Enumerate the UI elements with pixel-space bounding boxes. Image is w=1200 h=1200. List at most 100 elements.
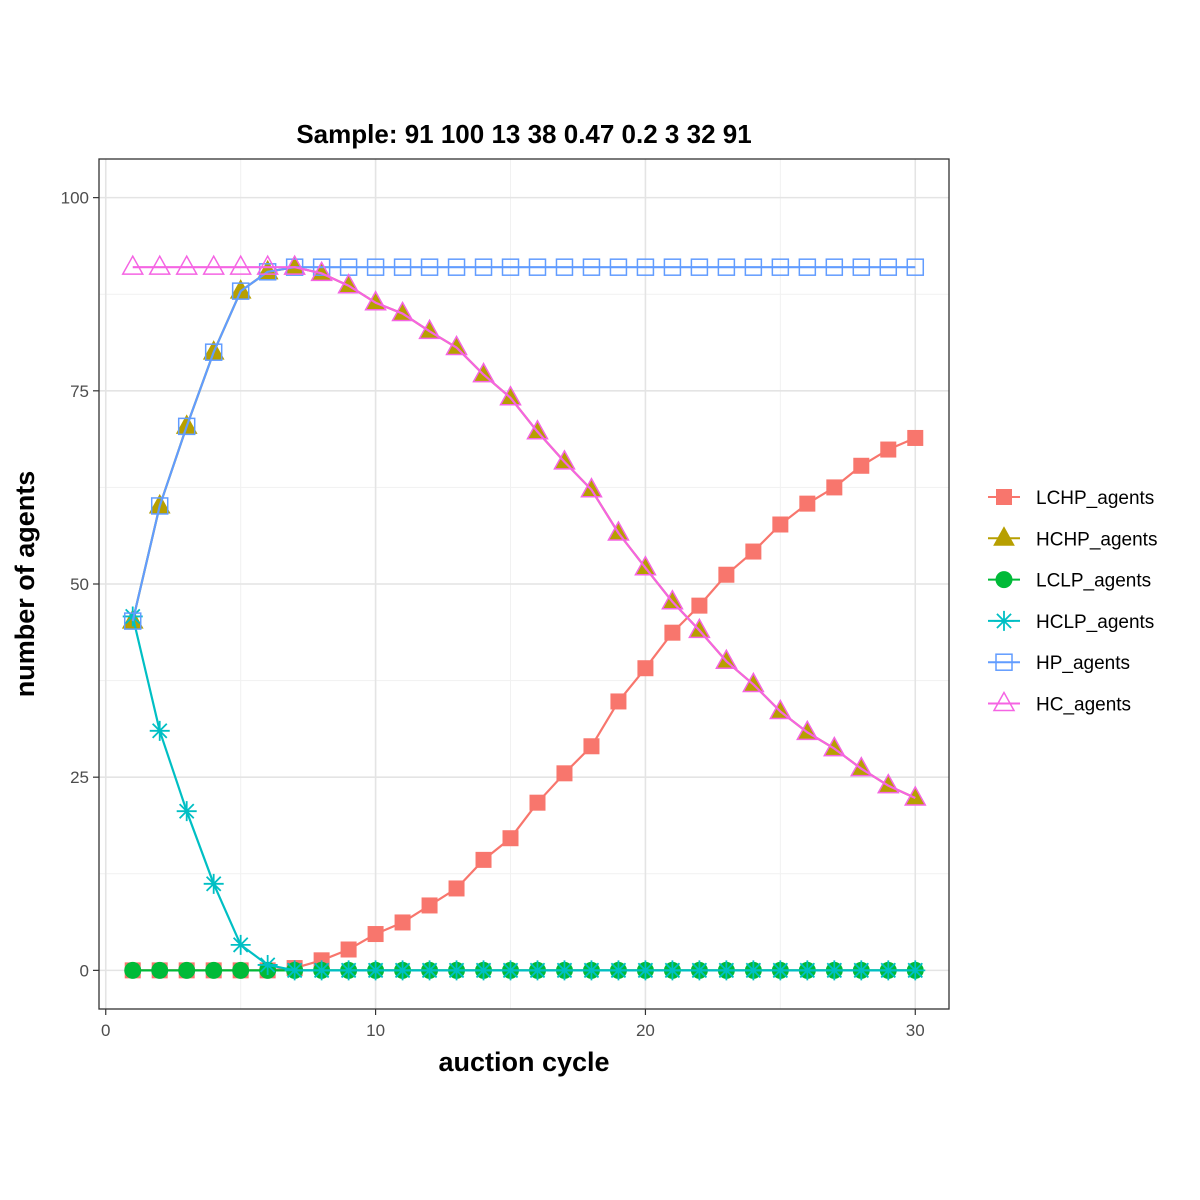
data-point-lchp-agents	[637, 660, 654, 677]
legend-key-marker	[992, 690, 1016, 712]
data-point-hc-agents	[634, 555, 657, 576]
data-point-hc-agents	[661, 589, 684, 610]
data-point-hclp-agents	[473, 960, 494, 981]
data-point-hc-agents	[553, 449, 576, 470]
data-point-hp-agents	[123, 612, 142, 630]
data-point-hp-agents	[879, 258, 898, 276]
x-tick-label: 0	[101, 1021, 110, 1040]
data-point-hc-agents	[256, 254, 279, 275]
data-point-hclp-agents	[419, 960, 440, 981]
data-point-hclp-agents	[527, 960, 548, 981]
data-point-hp-agents	[825, 258, 844, 276]
data-point-hp-agents	[771, 258, 790, 276]
data-point-hp-agents	[231, 282, 250, 300]
x-axis-title: auction cycle	[438, 1047, 609, 1077]
data-point-hp-agents	[501, 258, 520, 276]
legend-label-hchp-agents: HCHP_agents	[1036, 529, 1157, 550]
legend-key-marker	[995, 653, 1013, 671]
data-point-hclp-agents	[338, 960, 359, 981]
data-point-lchp-agents	[394, 914, 411, 931]
data-point-hc-agents	[445, 335, 468, 356]
data-point-hclp-agents	[689, 960, 710, 981]
data-point-hp-agents	[744, 258, 763, 276]
legend-key-marker	[996, 489, 1012, 505]
data-point-hc-agents	[742, 671, 765, 693]
data-point-hc-agents	[472, 362, 495, 383]
data-point-hclp-agents	[824, 960, 845, 981]
data-point-hc-agents	[903, 785, 927, 806]
data-point-hc-agents	[310, 260, 333, 282]
series-line-hc-agents	[132, 266, 916, 800]
legend-item-hp-agents: HP_agents	[988, 653, 1130, 674]
data-point-hclp-agents	[797, 960, 818, 981]
x-tick-label: 30	[906, 1021, 925, 1040]
data-point-lchp-agents	[448, 880, 465, 897]
data-point-hp-agents	[312, 258, 331, 276]
data-point-lchp-agents	[610, 693, 627, 710]
data-point-hp-agents	[150, 497, 169, 515]
data-point-hclp-agents	[635, 960, 656, 981]
data-point-hclp-agents	[770, 960, 791, 981]
legend-label-hclp-agents: HCLP_agents	[1036, 612, 1154, 633]
chart-title: Sample: 91 100 13 38 0.47 0.2 3 32 91	[296, 119, 751, 149]
data-point-hc-agents	[526, 419, 549, 440]
data-point-hp-agents	[366, 258, 385, 276]
data-point-hp-agents	[582, 258, 601, 276]
legend-label-lchp-agents: LCHP_agents	[1036, 488, 1154, 509]
data-point-hc-agents	[337, 273, 360, 294]
legend-item-lclp-agents: LCLP_agents	[988, 571, 1151, 592]
y-axis-title: number of agents	[10, 471, 40, 698]
data-point-hc-agents	[769, 698, 792, 720]
data-point-hp-agents	[852, 258, 871, 276]
data-point-hp-agents	[555, 258, 574, 276]
data-point-hclp-agents	[203, 873, 224, 894]
data-point-hp-agents	[204, 343, 223, 361]
data-point-hclp-agents	[743, 960, 764, 981]
data-point-hp-agents	[636, 258, 655, 276]
series-layer	[121, 254, 927, 981]
legend-item-hchp-agents: HCHP_agents	[988, 526, 1157, 550]
data-point-hc-agents	[580, 477, 603, 498]
data-point-hc-agents	[688, 617, 711, 639]
axes: 0 10 20 30 0 25 50 75 100	[61, 189, 925, 1040]
y-tick-label: 0	[80, 961, 89, 980]
legend-item-hc-agents: HC_agents	[988, 690, 1131, 716]
legend-label-hc-agents: HC_agents	[1036, 695, 1131, 716]
legend-item-lchp-agents: LCHP_agents	[988, 488, 1154, 509]
data-point-hclp-agents	[662, 960, 683, 981]
data-point-hclp-agents	[149, 720, 170, 741]
legend-key-marker	[994, 610, 1014, 631]
data-point-hc-agents	[202, 254, 225, 275]
data-point-lchp-agents	[799, 495, 816, 512]
series-hp-agents	[123, 258, 925, 630]
data-point-hclp-agents	[608, 960, 629, 981]
data-point-hclp-agents	[284, 960, 305, 981]
data-point-hc-agents	[364, 290, 387, 311]
data-point-hc-agents	[796, 719, 819, 741]
data-point-lchp-agents	[853, 457, 870, 474]
data-point-hp-agents	[393, 258, 412, 276]
data-point-hchp-agents	[229, 279, 252, 299]
data-point-hc-agents	[607, 520, 630, 541]
data-point-hp-agents	[690, 258, 709, 276]
data-point-lclp-agents	[232, 961, 250, 979]
data-point-lchp-agents	[529, 794, 546, 811]
y-tick-label: 75	[70, 382, 89, 401]
data-point-lclp-agents	[124, 961, 142, 979]
x-tick-label: 10	[366, 1021, 385, 1040]
data-point-hc-agents	[148, 254, 171, 275]
legend-key-marker	[993, 526, 1015, 546]
data-point-hclp-agents	[446, 960, 467, 981]
data-point-hclp-agents	[500, 960, 521, 981]
data-point-lclp-agents	[178, 961, 196, 979]
data-point-hp-agents	[528, 258, 547, 276]
data-point-hc-agents	[229, 254, 252, 275]
data-point-hc-agents	[499, 385, 522, 406]
data-point-lchp-agents	[691, 597, 708, 614]
data-point-lchp-agents	[421, 897, 438, 914]
data-point-hclp-agents	[851, 960, 872, 981]
data-point-hp-agents	[663, 258, 682, 276]
data-point-hclp-agents	[230, 934, 251, 955]
